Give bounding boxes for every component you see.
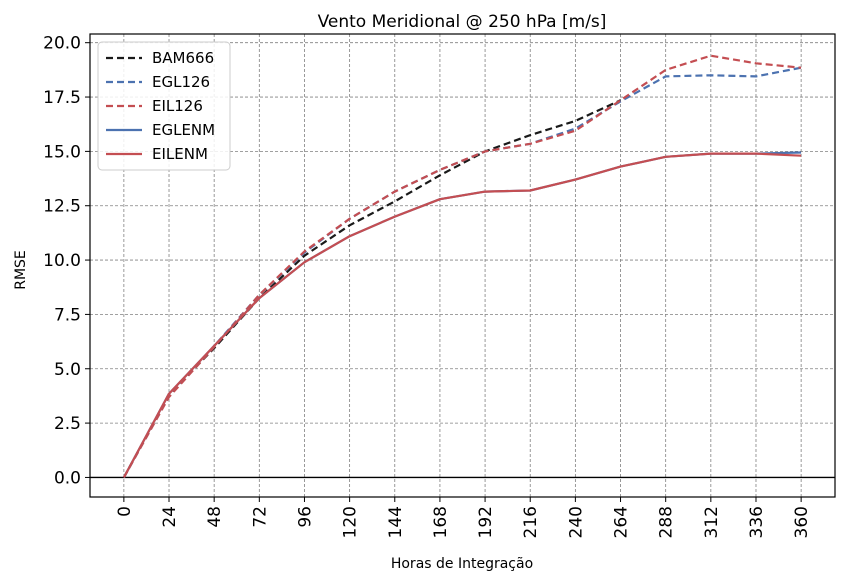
x-tick-label: 288 xyxy=(657,506,677,538)
legend-label-eil126: EIL126 xyxy=(152,97,203,115)
y-tick-label: 15.0 xyxy=(43,142,81,162)
x-tick-label: 192 xyxy=(476,506,496,538)
series-line-eglenm xyxy=(122,151,802,478)
chart-title: Vento Meridional @ 250 hPa [m/s] xyxy=(318,12,607,32)
x-tick-label: 72 xyxy=(250,506,270,528)
y-tick-label: 2.5 xyxy=(54,414,81,434)
legend: BAM666 EGL126 EIL126 EGLENM EILENM xyxy=(97,41,231,171)
x-tick-label: 96 xyxy=(295,506,315,528)
x-tick-label: 264 xyxy=(612,506,632,538)
y-tick-label: 20.0 xyxy=(43,34,81,54)
series-line-eil126 xyxy=(122,54,802,478)
y-tick-label: 17.5 xyxy=(43,88,81,108)
y-tick-label: 12.5 xyxy=(43,197,81,217)
series-group xyxy=(122,54,802,478)
x-tick-label: 0 xyxy=(115,506,135,517)
x-tick-label: 144 xyxy=(386,506,406,538)
legend-label-eglenm: EGLENM xyxy=(152,121,215,139)
x-tick-label: 24 xyxy=(160,506,180,528)
x-tick-label: 336 xyxy=(747,506,767,538)
y-tick-label: 10.0 xyxy=(43,251,81,271)
y-tick-label: 7.5 xyxy=(54,305,81,325)
x-tick-label: 360 xyxy=(792,506,812,538)
y-tick-label: 5.0 xyxy=(54,360,81,380)
x-tick-label: 168 xyxy=(431,506,451,538)
x-tick-label: 312 xyxy=(702,506,722,538)
x-tick-label: 120 xyxy=(341,506,361,538)
plot-frame xyxy=(89,33,836,498)
legend-label-eilenm: EILENM xyxy=(152,145,208,163)
x-tick-label: 240 xyxy=(566,506,586,538)
series-line-eilenm xyxy=(122,152,802,478)
x-tick-label: 48 xyxy=(205,506,225,528)
legend-label-egl126: EGL126 xyxy=(152,73,210,91)
x-axis: 0 24 48 72 96 120 144 168 192 216 240 264 288 312 336 3… xyxy=(115,497,812,538)
x-tick-label: 216 xyxy=(521,506,541,538)
legend-label-bam666: BAM666 xyxy=(152,49,214,67)
legend-box xyxy=(97,41,231,171)
y-tick-label: 0.0 xyxy=(54,468,81,488)
y-axis: 0.0 2.5 5.0 7.5 10.0 12.5 15.0 17.5 20.0 xyxy=(43,34,90,488)
y-axis-label: RMSE xyxy=(13,250,29,290)
x-axis-label: Horas de Integração xyxy=(391,556,533,572)
